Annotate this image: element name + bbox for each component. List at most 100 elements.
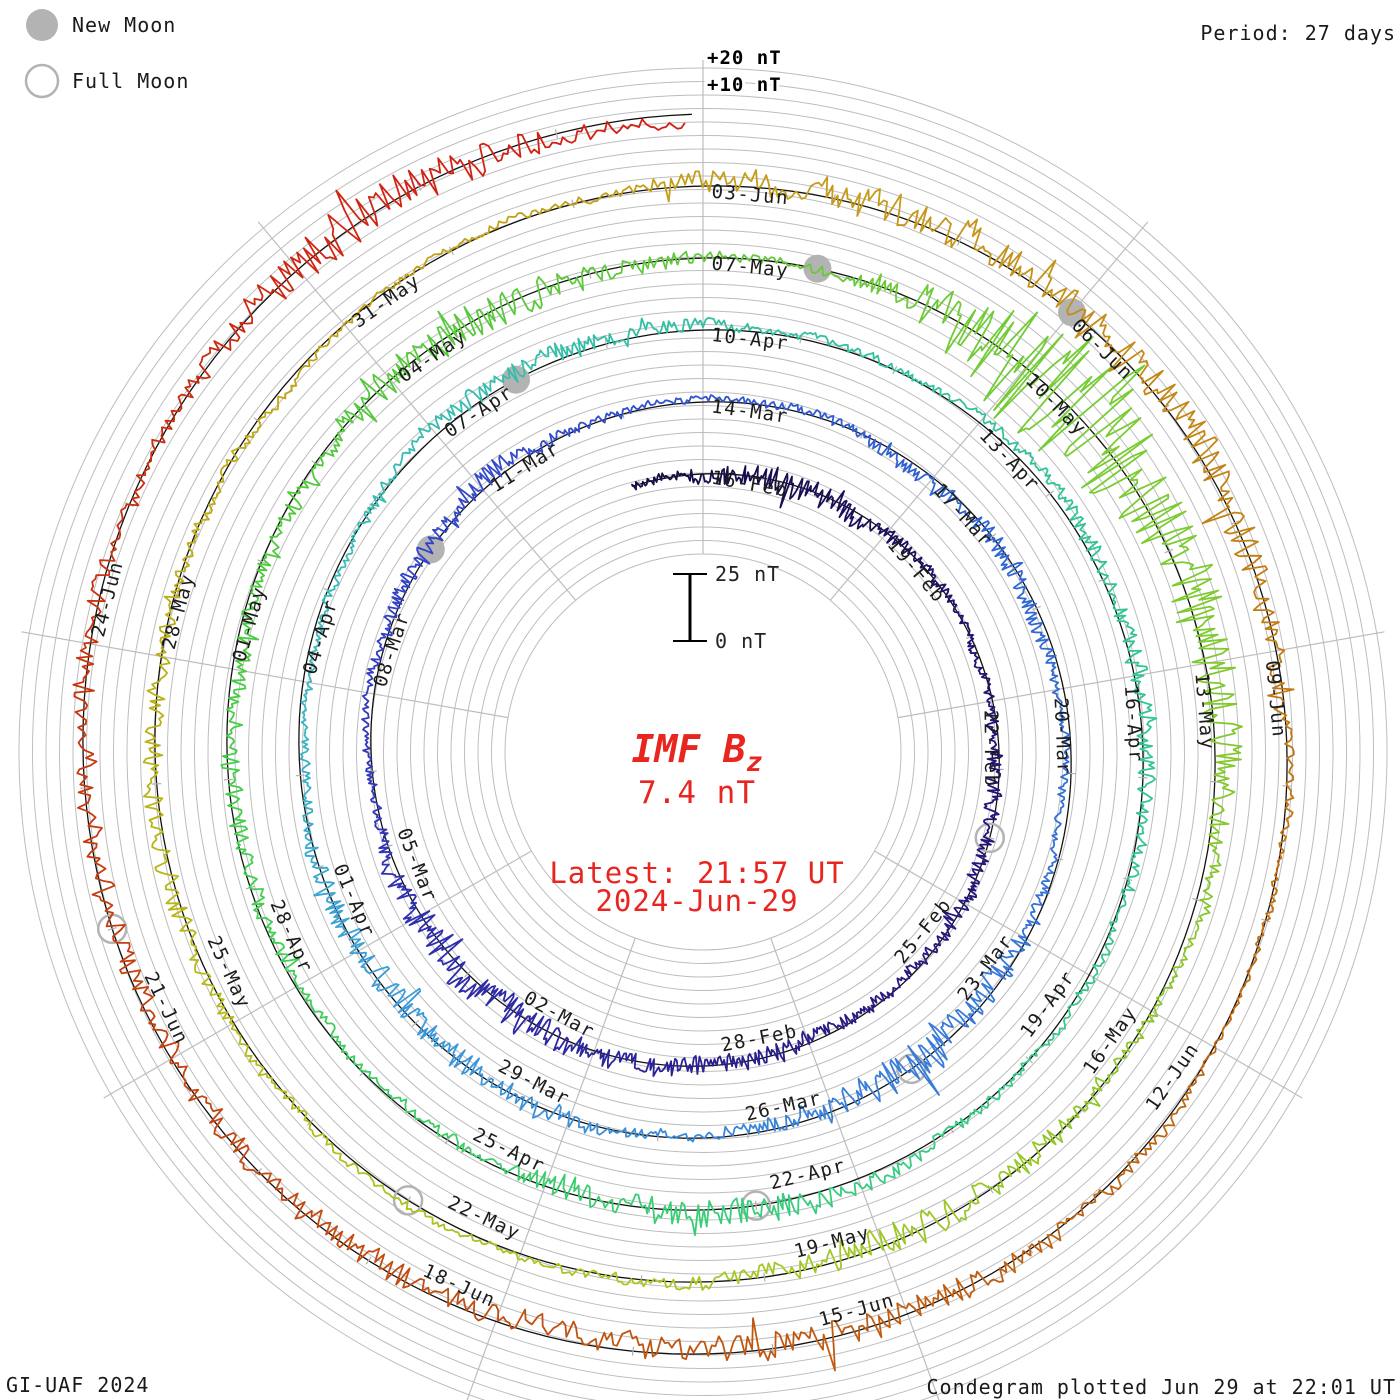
trace-segment [508,194,604,219]
trace-segment [1208,748,1242,844]
day-tick [985,836,995,840]
trace-segment [297,987,347,1053]
day-tick [1230,520,1240,525]
trace-segment [408,910,464,966]
period-label: Period: 27 days [1200,21,1396,45]
trace-segment [404,1108,475,1156]
grid-spoke [103,850,532,1099]
day-tick [295,774,305,777]
trace-segment [611,1271,707,1291]
date-label: 19-Feb [883,534,950,607]
day-tick [411,1019,420,1027]
trace-segment [997,1040,1051,1101]
trace-segment [639,395,703,409]
grid-label-plus20: +20 nT [707,47,782,69]
day-tick [223,778,234,781]
day-tick [448,246,454,256]
trace-segment [341,265,423,327]
trace-segment [1153,928,1199,1012]
trace-segment [1239,554,1280,649]
day-tick [763,1272,766,1282]
trace-segment [602,170,704,203]
grid-spoke [829,221,1149,601]
trace-segment [1201,451,1259,558]
trace-segment [1036,467,1087,533]
trace-segment [226,672,247,754]
trace-segment [870,273,962,324]
trace-segment [934,982,996,1044]
trace-segment [919,564,958,606]
grid-spoke [770,937,940,1400]
trace-segment [91,857,136,963]
date-label: 10-Apr [710,324,790,355]
trace-segment [705,1261,797,1290]
trace-segment [142,751,164,851]
trace-segment [649,1055,705,1077]
day-tick [554,129,559,139]
date-label: 08-Mar [369,609,414,690]
trace-segment [333,373,398,447]
chart-layers: 16-Feb19-Feb22-Feb25-Feb28-Feb02-Mar05-M… [18,60,1388,1400]
full-moon-marker [392,1185,424,1216]
legend: New Moon Full Moon [24,9,189,99]
day-tick [416,182,422,191]
trace-segment [1141,369,1220,464]
trace-segment [701,169,800,200]
trace-segment [1267,647,1295,752]
footer-left: GI-UAF 2024 [6,1373,149,1397]
date-label: 01-May [228,584,270,665]
trace-segment [277,326,343,400]
grid-spoke [257,221,577,601]
trace-segment [847,347,917,382]
trace-segment [824,412,882,450]
new-moon-marker [803,254,832,283]
trace-segment [427,382,492,431]
day-tick [771,1344,774,1354]
trace-segment [1213,951,1259,1049]
trace-segment [313,892,365,955]
trace-segment [985,700,1000,753]
center-latest-date: 2024-Jun-29 [595,884,798,918]
trace-segment [1278,750,1295,853]
trace-segment [233,1137,323,1220]
trace-segment [976,801,1000,855]
grid-spoke [466,937,636,1400]
trace-segment [72,642,95,755]
trace-segment [635,1127,706,1143]
trace-segment [806,1012,859,1045]
legend-full-moon-label: Full Moon [72,69,189,93]
trace-segment [189,941,235,1025]
trace-segment [905,1267,1008,1317]
trace-segment [703,1317,811,1362]
trace-segment [981,935,1031,991]
trace-segment [300,682,314,755]
trace-segment [160,346,220,444]
trace-segment [83,540,117,645]
trace-segment [1046,813,1062,876]
trace-segment [489,345,558,386]
trace-segment [1130,673,1158,753]
trace-segment [831,1061,899,1113]
trace-segment [952,604,976,654]
trace-segment [933,899,970,947]
trace-segment [1254,850,1285,953]
trace-segment [397,990,459,1055]
trace-segment [421,216,509,270]
bz-trace [72,118,1295,1372]
trace-segment [535,264,617,310]
trace-segment [592,1048,652,1073]
trace-segment [1195,841,1223,930]
trace-segment [144,658,171,753]
trace-segment [767,1099,834,1132]
trace-segment [970,652,995,702]
date-label: 16-Apr [1120,685,1147,764]
day-tick [365,1256,372,1265]
date-label: 22-Feb [979,710,1002,788]
trace-segment [889,1022,948,1096]
trace-segment [929,477,983,523]
date-label: 07-May [711,252,790,281]
day-tick [389,616,399,621]
trace-segment [155,564,190,661]
scale-bar: 25 nT 0 nT [673,562,779,653]
day-tick [152,783,162,785]
